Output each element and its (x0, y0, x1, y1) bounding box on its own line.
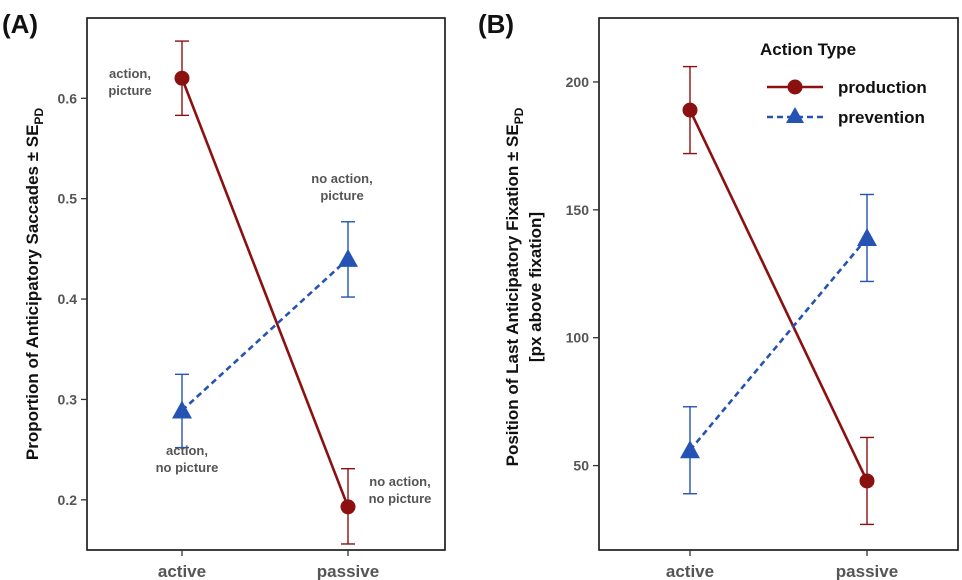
legend: Action Type production prevention (760, 40, 927, 127)
production-line (688, 109, 869, 482)
panel-a-y-axis-title-main: Proportion of Anticipatory Saccades ± SE (23, 125, 42, 461)
panel-b-series (680, 65, 877, 526)
y-tick-label: 200 (566, 74, 590, 90)
panel-b-y-axis-title-line2: [px above fixation] (526, 212, 545, 362)
y-tick-label: 0.4 (58, 291, 78, 307)
annotation-line: picture (108, 83, 151, 98)
panel-a-label: (A) (2, 9, 38, 39)
annotation-line: no action, (311, 171, 372, 186)
prevention-line (181, 257, 349, 412)
panel-a-series (172, 40, 358, 545)
legend-prevention-marker (786, 107, 804, 123)
production-line (180, 77, 350, 508)
x-tick-label-active: active (666, 562, 714, 580)
panel-b-y-axis-title-main: Position of Last Anticipatory Fixation ±… (503, 124, 522, 466)
y-tick-label: 0.2 (58, 492, 78, 508)
legend-title: Action Type (760, 40, 856, 59)
production-point-passive (859, 473, 875, 489)
prevention-point-active (680, 440, 700, 459)
annotation-prevention-passive: no action, picture (311, 171, 372, 203)
y-tick-label: 0.6 (58, 90, 78, 106)
prevention-point-passive (857, 227, 877, 246)
annotation-line: picture (320, 188, 363, 203)
panel-b: (B) 50 100 150 200 active passive Position o… (478, 9, 959, 580)
annotation-line: no picture (156, 460, 219, 475)
annotation-prevention-active: action, no picture (156, 443, 219, 475)
panel-a-x-axis: active passive (158, 550, 379, 580)
x-tick-label-passive: passive (836, 562, 898, 580)
panel-a-plot-frame (86, 17, 446, 551)
panel-a-annotations: action, picture no action, picture action, no… (108, 66, 431, 506)
panel-b-label: (B) (478, 9, 514, 39)
annotation-line: action, (166, 443, 208, 458)
prevention-point-active (172, 400, 192, 419)
panel-a-y-axis-title-sub: PD (32, 108, 46, 125)
prevention-line (689, 237, 868, 452)
y-tick-label: 150 (566, 202, 590, 218)
annotation-line: no action, (369, 474, 430, 489)
y-tick-label: 50 (573, 458, 589, 474)
annotation-line: no picture (369, 491, 432, 506)
annotation-production-active: action, picture (108, 66, 151, 98)
legend-production-label: production (838, 78, 927, 97)
production-point-passive (340, 499, 356, 515)
panel-b-y-axis-title: Position of Last Anticipatory Fixation ±… (503, 107, 526, 466)
y-tick-label: 0.3 (58, 391, 78, 407)
panel-a-y-axis-title: Proportion of Anticipatory Saccades ± SE… (23, 108, 46, 461)
annotation-production-passive: no action, no picture (369, 474, 432, 506)
legend-production-marker (787, 79, 803, 95)
panel-a-y-axis: 0.2 0.3 0.4 0.5 0.6 (58, 90, 87, 508)
legend-prevention-label: prevention (838, 108, 925, 127)
x-tick-label-active: active (158, 562, 206, 580)
panel-b-x-axis: active passive (666, 550, 898, 580)
annotation-line: action, (109, 66, 151, 81)
y-tick-label: 0.5 (58, 191, 78, 207)
production-point-active (682, 102, 698, 118)
x-tick-label-passive: passive (317, 562, 379, 580)
panel-b-y-axis: 50 100 150 200 (566, 74, 599, 474)
production-point-active (174, 70, 190, 86)
panel-b-plot-frame (598, 17, 959, 551)
prevention-point-passive (338, 248, 358, 267)
y-tick-label: 100 (566, 330, 590, 346)
panel-a: (A) 0.2 0.3 0.4 0.5 0.6 active passive Propor… (2, 9, 446, 580)
panel-b-y-axis-title-sub: PD (512, 107, 526, 124)
